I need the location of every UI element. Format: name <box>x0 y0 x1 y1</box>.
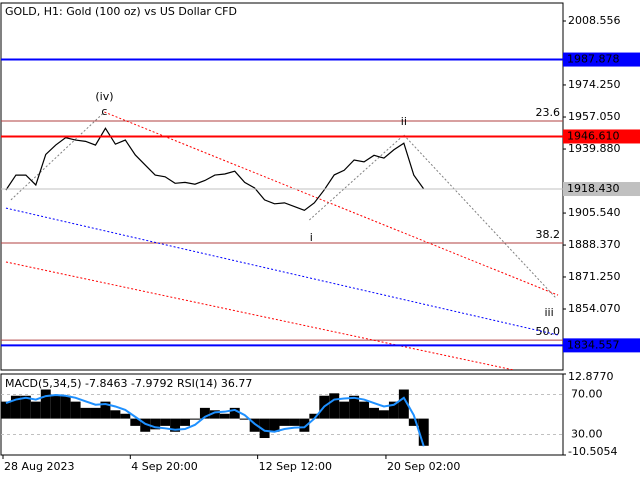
wave-label: c <box>101 105 107 118</box>
y-tick-label: 1871.250 <box>568 270 621 283</box>
histogram-bar <box>219 413 230 419</box>
histogram-bar <box>309 413 320 419</box>
histogram-bar <box>100 401 111 419</box>
histogram-bar <box>189 418 200 420</box>
y2-tick-label: 30.00 <box>571 427 603 440</box>
histogram-bar <box>249 418 260 432</box>
histogram-bar <box>10 395 21 419</box>
histogram-bar <box>20 395 31 419</box>
histogram-bar <box>199 407 210 419</box>
histogram-bar <box>160 418 171 426</box>
histogram-bar <box>329 393 340 419</box>
chart-title: GOLD, H1: Gold (100 oz) vs US Dollar CFD <box>5 5 237 18</box>
wave-label: iii <box>544 306 553 319</box>
fib-label: 23.6 <box>536 106 561 119</box>
trendline <box>309 134 405 221</box>
trendline <box>104 111 559 296</box>
histogram-bar <box>388 401 399 419</box>
histogram-bar <box>110 410 121 419</box>
histogram-bar <box>398 389 409 419</box>
signal-line <box>5 394 425 447</box>
histogram-bar <box>150 418 161 430</box>
histogram-bar <box>349 395 360 419</box>
fib-label: 50.0 <box>536 325 561 338</box>
y-tick-label: 12.8770 <box>568 370 614 383</box>
histogram-bar <box>170 418 181 432</box>
histogram-bar <box>279 418 290 426</box>
level-label-box <box>563 182 640 197</box>
price-line <box>5 127 425 212</box>
main-pane <box>0 2 564 371</box>
y-tick-label: 1888.370 <box>568 238 621 251</box>
histogram-bar <box>269 418 280 432</box>
histogram-bar <box>50 395 61 419</box>
histogram-bar <box>418 418 429 446</box>
trendline <box>10 111 105 201</box>
x-tick-label: 28 Aug 2023 <box>4 460 74 473</box>
wave-label: ii <box>401 115 407 128</box>
histogram-bar <box>180 418 190 426</box>
y-tick-label: 1974.250 <box>568 78 621 91</box>
histogram-bar <box>70 401 81 419</box>
y-tick-label: 1957.050 <box>568 110 621 123</box>
level-label: 1834.557 <box>567 338 620 351</box>
histogram-bar <box>299 418 310 432</box>
wave-label: (iv) <box>95 90 113 103</box>
histogram-bar <box>80 407 91 419</box>
axes: 2008.556 1974.250 1957.050 1939.880 1905.540… <box>2 14 640 473</box>
x-tick-label: 4 Sep 20:00 <box>131 460 197 473</box>
y-tick-label: -10.5054 <box>568 445 617 458</box>
y-tick-label: 1854.070 <box>568 302 621 315</box>
level-label: 1946.610 <box>567 129 620 142</box>
trendline <box>5 207 559 336</box>
indicator-title: MACD(5,34,5) -7.8463 -7.9792 RSI(14) 36.… <box>5 377 252 390</box>
histogram-bar <box>369 407 379 419</box>
trendline <box>5 261 514 370</box>
sub-plot <box>1 389 563 447</box>
level-label: 1918.430 <box>567 182 620 195</box>
trendline <box>403 134 557 299</box>
histogram-bar <box>289 418 300 426</box>
histogram-bar <box>209 410 220 419</box>
level-label-box <box>563 129 640 144</box>
histogram-bar <box>1 401 11 419</box>
histogram-bar <box>120 413 131 419</box>
y-tick-label: 2008.556 <box>568 14 621 27</box>
histogram-bar <box>339 401 350 419</box>
x-tick-label: 12 Sep 12:00 <box>259 460 332 473</box>
level-label-box <box>563 52 640 67</box>
level-label-box <box>563 338 640 353</box>
histogram-bar <box>408 418 419 426</box>
level-label: 1987.878 <box>567 53 620 66</box>
y-tick-label: 1939.880 <box>568 142 621 155</box>
histogram-bar <box>140 418 151 432</box>
histogram-bar <box>259 418 270 439</box>
histogram-bar <box>239 418 250 420</box>
histogram-bar <box>378 410 389 419</box>
histogram-bar <box>229 407 240 419</box>
histogram-bar <box>30 401 41 419</box>
fib-label: 38.2 <box>536 228 561 241</box>
x-tick-label: 20 Sep 02:00 <box>387 460 460 473</box>
y2-tick-label: 70.00 <box>571 388 603 401</box>
y-tick-label: 1905.540 <box>568 206 621 219</box>
histogram-bar <box>40 389 51 419</box>
histogram-bar <box>90 407 101 419</box>
histogram-bar <box>359 401 370 419</box>
wave-label: i <box>310 231 313 244</box>
histogram-bar <box>130 418 141 426</box>
histogram-bar <box>60 395 71 419</box>
